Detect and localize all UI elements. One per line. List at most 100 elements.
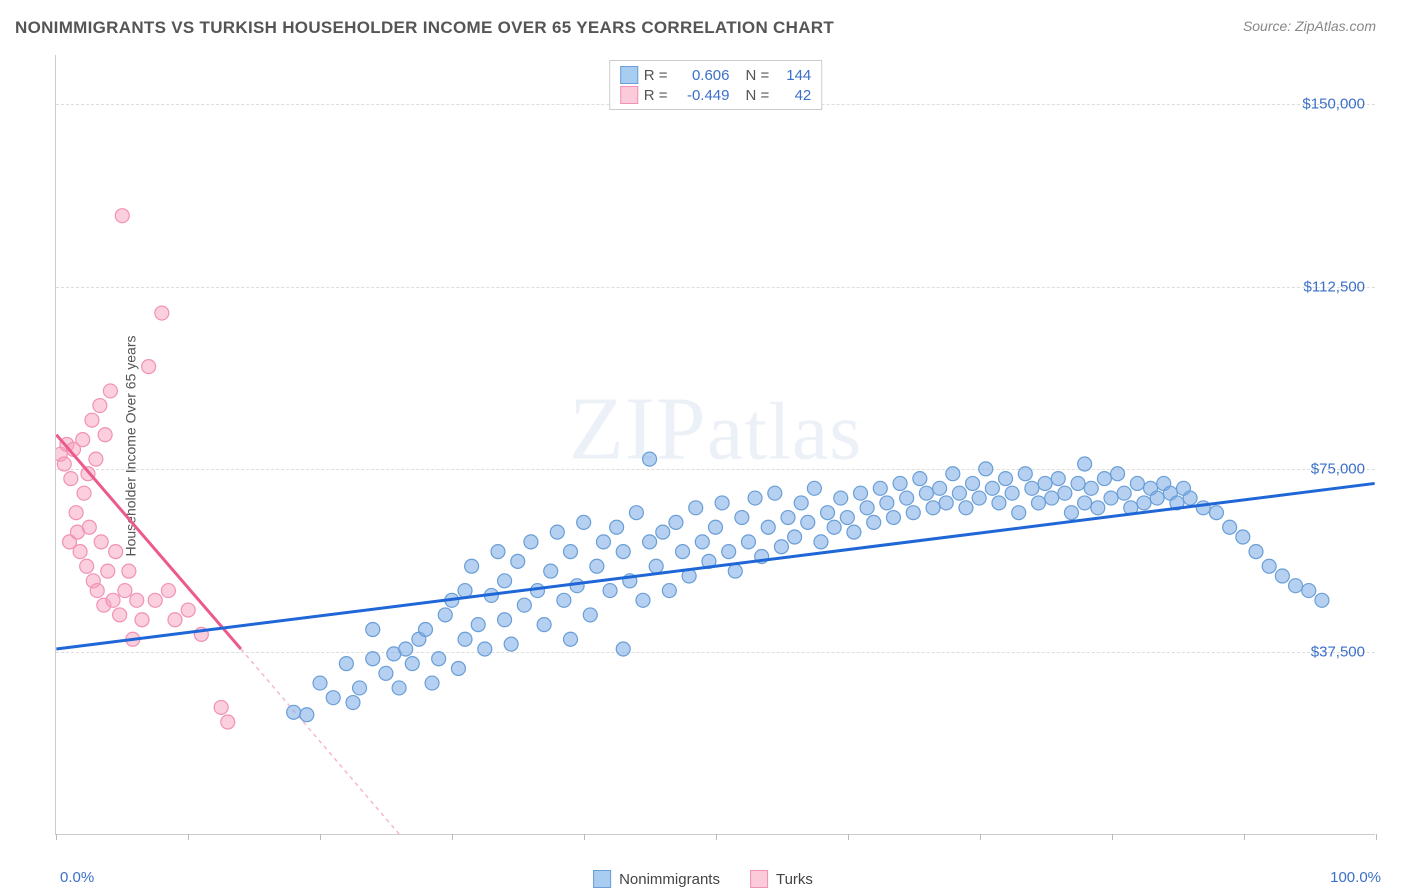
n-label: N = [746, 67, 770, 84]
swatch-blue [620, 66, 638, 84]
pink-point [135, 613, 149, 627]
legend-item-blue: Nonimmigrants [593, 870, 720, 888]
blue-point [1130, 476, 1144, 490]
r-label: R = [644, 67, 668, 84]
blue-point [939, 496, 953, 510]
pink-point [77, 486, 91, 500]
blue-point [1064, 506, 1078, 520]
blue-point [1236, 530, 1250, 544]
blue-point [537, 618, 551, 632]
x-tick-mark [1112, 834, 1113, 840]
blue-point [465, 559, 479, 573]
pink-point [115, 209, 129, 223]
blue-point [458, 584, 472, 598]
stats-legend: R = 0.606 N = 144 R = -0.449 N = 42 [609, 60, 823, 110]
blue-point [1223, 520, 1237, 534]
pink-point [89, 452, 103, 466]
blue-point [807, 481, 821, 495]
pink-point [214, 700, 228, 714]
blue-point [748, 491, 762, 505]
source-label: Source: ZipAtlas.com [1243, 18, 1376, 34]
pink-point [109, 545, 123, 559]
blue-point [313, 676, 327, 690]
blue-point [418, 623, 432, 637]
blue-point [399, 642, 413, 656]
pink-point [148, 593, 162, 607]
blue-point [722, 545, 736, 559]
blue-point [610, 520, 624, 534]
n-label: N = [746, 87, 770, 104]
blue-point [504, 637, 518, 651]
blue-point [880, 496, 894, 510]
blue-point [893, 476, 907, 490]
pink-point [73, 545, 87, 559]
blue-point [1104, 491, 1118, 505]
pink-point [94, 535, 108, 549]
blue-point [425, 676, 439, 690]
blue-point [1031, 496, 1045, 510]
x-tick-mark [584, 834, 585, 840]
blue-point [1045, 491, 1059, 505]
blue-point [728, 564, 742, 578]
swatch-pink [750, 870, 768, 888]
legend-label-pink: Turks [776, 871, 813, 888]
blue-point [1038, 476, 1052, 490]
blue-point [1078, 457, 1092, 471]
blue-point [946, 467, 960, 481]
pink-point [103, 384, 117, 398]
chart-title: NONIMMIGRANTS VS TURKISH HOUSEHOLDER INC… [15, 18, 834, 38]
blue-point [629, 506, 643, 520]
blue-point [1097, 472, 1111, 486]
blue-point [959, 501, 973, 515]
x-tick-mark [1376, 834, 1377, 840]
r-value-pink: -0.449 [674, 87, 730, 104]
pink-point [90, 584, 104, 598]
blue-point [867, 515, 881, 529]
n-value-pink: 42 [775, 87, 811, 104]
blue-point [616, 642, 630, 656]
blue-point [491, 545, 505, 559]
blue-point [432, 652, 446, 666]
blue-point [1111, 467, 1125, 481]
stats-row-pink: R = -0.449 N = 42 [620, 85, 812, 105]
pink-point [118, 584, 132, 598]
blue-point [636, 593, 650, 607]
blue-point [550, 525, 564, 539]
blue-point [972, 491, 986, 505]
blue-point [992, 496, 1006, 510]
blue-point [979, 462, 993, 476]
blue-point [886, 511, 900, 525]
pink-point [57, 457, 71, 471]
blue-point [709, 520, 723, 534]
pink-point [106, 593, 120, 607]
plot-area: ZIPatlas $37,500$75,000$112,500$150,000 … [55, 55, 1375, 835]
x-tick-mark [1244, 834, 1245, 840]
blue-point [643, 535, 657, 549]
blue-point [1302, 584, 1316, 598]
blue-point [1058, 486, 1072, 500]
x-tick-mark [980, 834, 981, 840]
pink-point [85, 413, 99, 427]
pink-point [64, 472, 78, 486]
blue-point [854, 486, 868, 500]
blue-point [326, 691, 340, 705]
legend-item-pink: Turks [750, 870, 813, 888]
blue-point [735, 511, 749, 525]
blue-point [801, 515, 815, 529]
blue-point [952, 486, 966, 500]
stats-row-blue: R = 0.606 N = 144 [620, 65, 812, 85]
blue-point [379, 666, 393, 680]
blue-point [741, 535, 755, 549]
blue-point [590, 559, 604, 573]
blue-point [840, 511, 854, 525]
blue-point [616, 545, 630, 559]
blue-point [353, 681, 367, 695]
blue-point [814, 535, 828, 549]
blue-point [300, 708, 314, 722]
blue-point [1275, 569, 1289, 583]
blue-point [596, 535, 610, 549]
blue-point [643, 452, 657, 466]
pink-point [80, 559, 94, 573]
blue-point [1289, 579, 1303, 593]
blue-point [557, 593, 571, 607]
